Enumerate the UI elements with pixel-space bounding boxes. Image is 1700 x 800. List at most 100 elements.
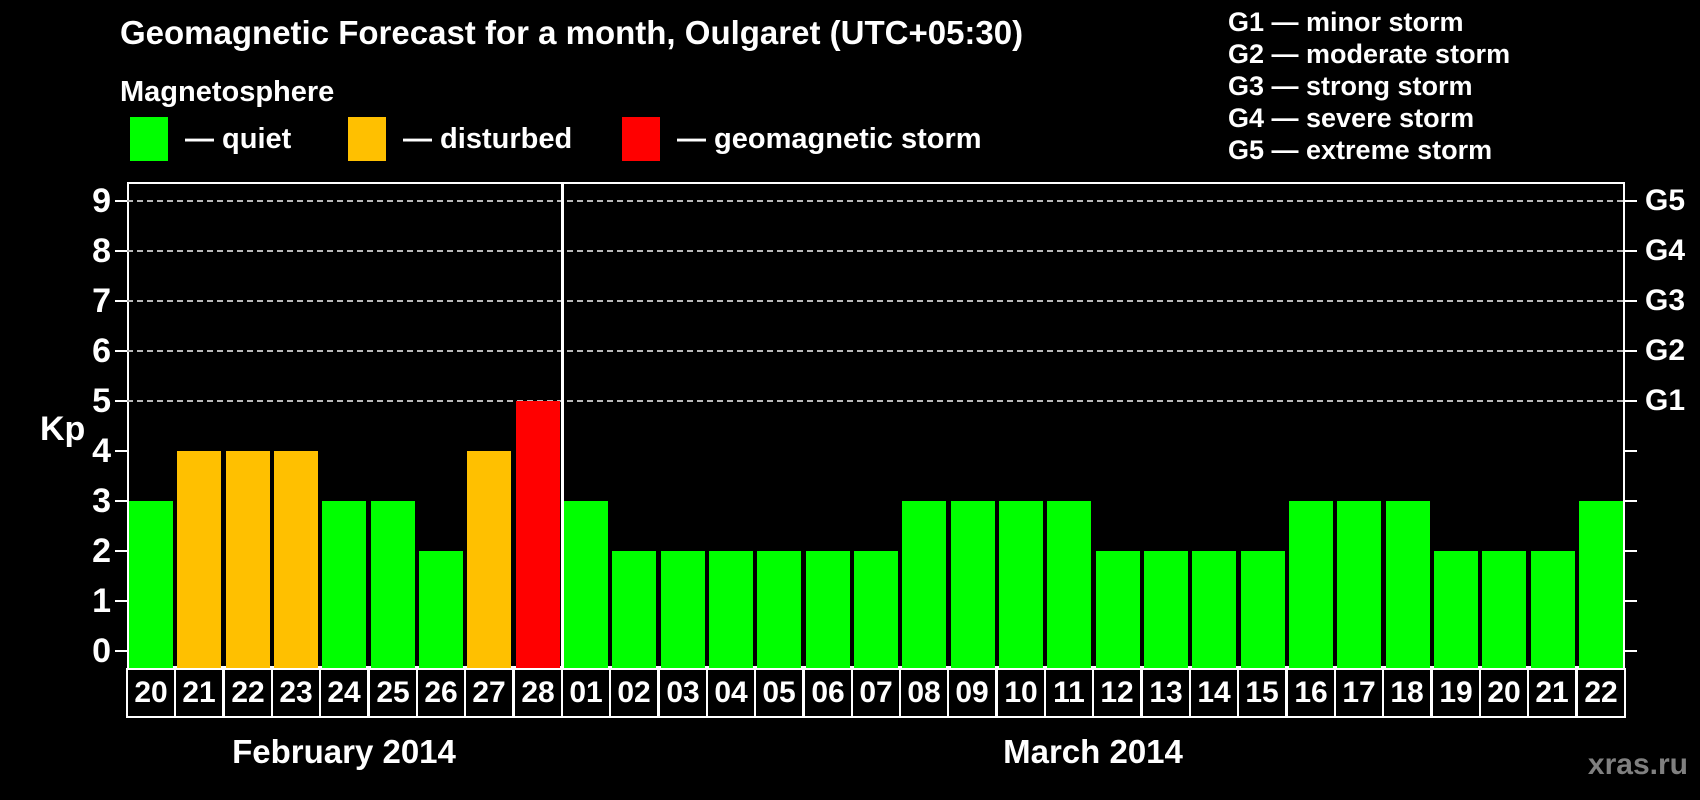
kp-bar <box>129 501 173 668</box>
y-axis-label: 4 <box>92 432 111 470</box>
kp-bar <box>226 451 270 668</box>
page-title: Geomagnetic Forecast for a month, Oulgar… <box>120 14 1024 51</box>
kp-bar <box>1386 501 1430 668</box>
g-scale-label: G4 <box>1645 234 1686 267</box>
y-axis-label: 6 <box>92 332 111 370</box>
day-label: 24 <box>319 668 369 718</box>
y-axis-label: 0 <box>92 632 111 670</box>
y-axis-tick <box>1625 650 1637 652</box>
legend-item: — quiet <box>130 116 291 162</box>
y-axis-tick <box>1625 400 1637 402</box>
kp-bar <box>806 551 850 668</box>
y-axis-tick <box>1625 300 1637 302</box>
y-axis-tick <box>115 200 127 202</box>
gridline <box>127 400 1625 402</box>
y-axis-tick <box>1625 250 1637 252</box>
kp-bar <box>1434 551 1478 668</box>
kp-bar <box>516 401 560 668</box>
kp-bar <box>177 451 221 668</box>
day-label: 08 <box>899 668 949 718</box>
g-legend-item: G3 — strong storm <box>1228 71 1473 101</box>
g-scale-label: G1 <box>1645 384 1686 417</box>
kp-bar <box>709 551 753 668</box>
day-label: 14 <box>1189 668 1239 718</box>
day-label: 20 <box>1479 668 1529 718</box>
day-label: 06 <box>803 668 853 718</box>
month-separator <box>561 182 564 668</box>
y-axis-tick <box>115 600 127 602</box>
kp-bar <box>1192 551 1236 668</box>
y-axis-label: 7 <box>92 282 111 320</box>
day-label: 22 <box>1576 668 1626 718</box>
gridline <box>127 200 1625 202</box>
y-axis-tick <box>1625 350 1637 352</box>
month-label: March 2014 <box>1003 733 1183 770</box>
y-axis-tick <box>1625 550 1637 552</box>
g-scale-label: G2 <box>1645 334 1686 367</box>
y-axis-label: 8 <box>92 232 111 270</box>
magnetosphere-legend-title: Magnetosphere <box>120 76 335 108</box>
day-label: 26 <box>416 668 466 718</box>
gridline <box>127 350 1625 352</box>
g-legend-item: G1 — minor storm <box>1228 7 1464 37</box>
day-label: 22 <box>223 668 273 718</box>
kp-bar <box>854 551 898 668</box>
legend-item: — geomagnetic storm <box>622 116 982 162</box>
y-axis-label: 2 <box>92 532 111 570</box>
day-label: 13 <box>1141 668 1191 718</box>
kp-bar <box>1144 551 1188 668</box>
day-label: 03 <box>658 668 708 718</box>
kp-bar <box>274 451 318 668</box>
g-legend-item: G2 — moderate storm <box>1228 39 1511 69</box>
y-axis-tick <box>1625 500 1637 502</box>
kp-bar <box>419 551 463 668</box>
day-label: 28 <box>513 668 563 718</box>
y-axis-tick <box>115 350 127 352</box>
day-label: 20 <box>126 668 176 718</box>
y-axis-tick <box>115 450 127 452</box>
kp-bar <box>322 501 366 668</box>
kp-bar <box>661 551 705 668</box>
kp-bar <box>1579 501 1623 668</box>
y-axis-tick <box>1625 200 1637 202</box>
kp-bar <box>564 501 608 668</box>
day-label: 11 <box>1044 668 1094 718</box>
day-label: 27 <box>464 668 514 718</box>
legend-item: — disturbed <box>348 116 572 162</box>
month-label: February 2014 <box>232 733 456 770</box>
kp-bar <box>612 551 656 668</box>
kp-bar <box>1289 501 1333 668</box>
day-label: 02 <box>609 668 659 718</box>
kp-bar <box>902 501 946 668</box>
kp-bar <box>757 551 801 668</box>
day-label: 16 <box>1286 668 1336 718</box>
gridline <box>127 250 1625 252</box>
day-label: 04 <box>706 668 756 718</box>
kp-bar <box>1482 551 1526 668</box>
kp-bar <box>1241 551 1285 668</box>
kp-bar <box>1047 501 1091 668</box>
legend-label: — disturbed <box>403 122 573 155</box>
kp-bar <box>371 501 415 668</box>
y-axis-tick <box>115 300 127 302</box>
y-axis-tick <box>115 400 127 402</box>
g-scale-label: G3 <box>1645 284 1686 317</box>
kp-bar <box>467 451 511 668</box>
g-legend-item: G5 — extreme storm <box>1228 135 1493 165</box>
y-axis-tick <box>115 650 127 652</box>
y-axis-tick <box>1625 450 1637 452</box>
day-label: 21 <box>174 668 224 718</box>
kp-bar <box>951 501 995 668</box>
y-axis-tick <box>1625 600 1637 602</box>
day-label: 23 <box>271 668 321 718</box>
legend-swatch-quiet <box>130 117 168 161</box>
day-label: 21 <box>1527 668 1577 718</box>
y-axis-label: 9 <box>92 182 111 220</box>
watermark: xras.ru <box>1587 748 1688 781</box>
g-legend-item: G4 — severe storm <box>1228 103 1475 133</box>
y-axis-label: 5 <box>92 382 111 420</box>
y-axis-tick <box>115 250 127 252</box>
day-label: 09 <box>947 668 997 718</box>
day-label: 19 <box>1431 668 1481 718</box>
